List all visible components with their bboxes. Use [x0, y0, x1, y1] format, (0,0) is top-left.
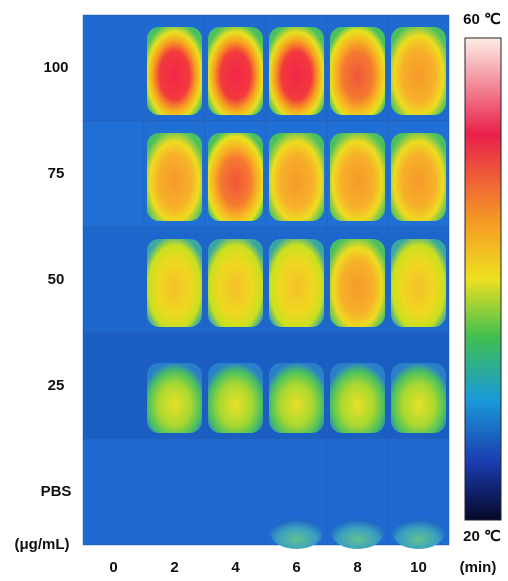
tube-glow: [208, 27, 263, 115]
tube-glow: [393, 517, 445, 549]
tube-glow: [269, 133, 324, 221]
row-label: 100: [43, 59, 68, 76]
tube-glow: [391, 363, 446, 433]
thermal-figure: 60 ℃ 20 ℃ (μg/mL) (min) 100 75 50 25 PBS 0 2 4 6…: [0, 0, 508, 581]
colorbar-max-label: 60 ℃: [463, 11, 501, 28]
row-label: 75: [48, 165, 65, 182]
tube-glow: [391, 239, 446, 327]
thermal-cell: [83, 15, 144, 121]
column-label: 8: [353, 559, 361, 576]
column-label: 10: [410, 559, 427, 576]
image-grid: [83, 15, 449, 549]
tube-glow: [330, 27, 385, 115]
tube-glow: [330, 363, 385, 433]
tube-glow: [391, 27, 446, 115]
tube-glow: [147, 133, 202, 221]
tube-glow: [208, 363, 263, 433]
tube-glow: [269, 239, 324, 327]
tube-glow: [330, 133, 385, 221]
tube-glow: [271, 517, 323, 549]
column-unit: (min): [460, 559, 497, 576]
column-label: 4: [231, 559, 240, 576]
row-label: 25: [48, 377, 65, 394]
thermal-cell: [83, 227, 144, 333]
colorbar-min-label: 20 ℃: [463, 528, 501, 545]
tube-glow: [330, 239, 385, 327]
row-label: PBS: [41, 483, 72, 500]
thermal-cell: [83, 333, 144, 439]
colorbar: [465, 38, 501, 520]
tube-glow: [332, 517, 384, 549]
tube-glow: [147, 363, 202, 433]
tube-glow: [208, 133, 263, 221]
tube-glow: [147, 27, 202, 115]
tube-glow: [269, 363, 324, 433]
column-label: 2: [170, 559, 178, 576]
column-label: 6: [292, 559, 300, 576]
tube-glow: [391, 133, 446, 221]
row-unit: (μg/mL): [15, 536, 70, 553]
thermal-cell: [83, 439, 144, 545]
thermal-cell: [205, 439, 266, 545]
thermal-cell: [83, 121, 144, 227]
column-label: 0: [109, 559, 117, 576]
tube-glow: [208, 239, 263, 327]
tube-glow: [269, 27, 324, 115]
row-label: 50: [48, 271, 65, 288]
thermal-cell: [144, 439, 205, 545]
tube-glow: [147, 239, 202, 327]
